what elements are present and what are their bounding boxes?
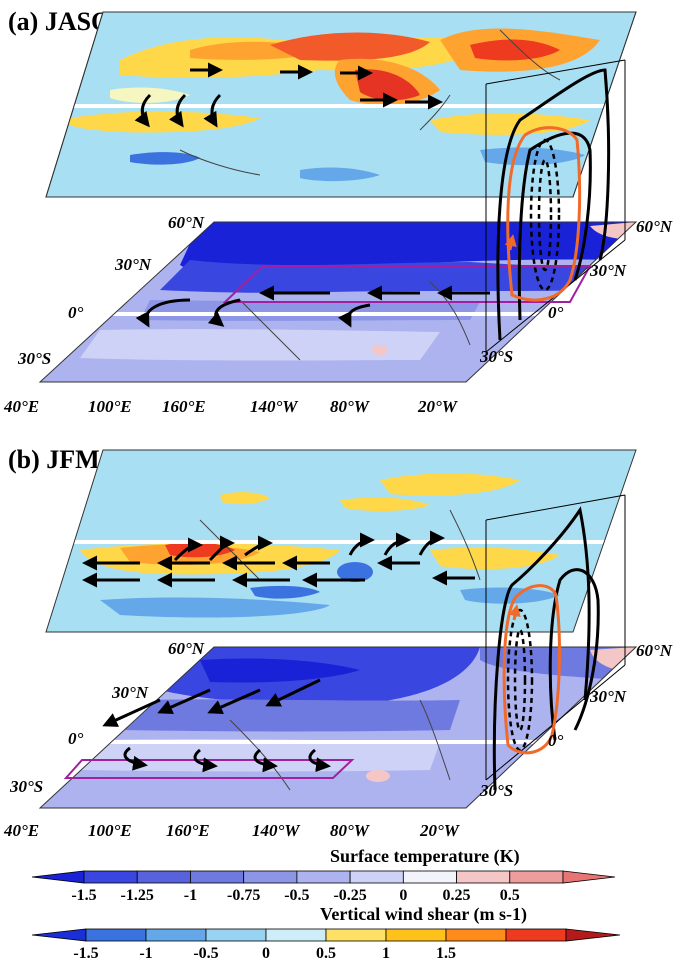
- colorbar-1-swatch: [85, 928, 147, 942]
- panel-b-lon-160e: 160°E: [166, 821, 210, 840]
- colorbar-0-extend-high: [562, 870, 616, 884]
- colorbar-0-swatch: [456, 870, 511, 884]
- colorbar-0-swatch: [402, 870, 457, 884]
- panel-a-rlat-0: 0°: [548, 303, 564, 322]
- colorbar-0-swatch: [509, 870, 564, 884]
- panel-b-lower-map: [38, 494, 638, 809]
- panel-b-lat-0: 0°: [68, 729, 84, 748]
- panel-a-lat-60n: 60°N: [168, 213, 205, 232]
- panel-b-lon-20w: 20°W: [419, 821, 461, 840]
- panel-a-upper-map: [45, 11, 637, 198]
- panel-b-rlat-30s: 30°S: [479, 781, 513, 800]
- colorbar-1-swatch: [145, 928, 207, 942]
- colorbar-0-swatch: [243, 870, 298, 884]
- colorbar-1-tick-label: 1: [382, 945, 390, 962]
- panel-b-lon-80w: 80°W: [330, 821, 371, 840]
- panel-b-rlat-0: 0°: [548, 731, 564, 750]
- colorbar-0-tick-label: 0: [399, 887, 407, 904]
- colorbar-1-extend-low: [31, 928, 87, 942]
- colorbar-1-tick-label: -1: [139, 945, 152, 962]
- colorbar-0-swatch: [190, 870, 245, 884]
- panel-a-lon-20w: 20°W: [417, 397, 459, 416]
- colorbar-1-tick-label: -0.5: [193, 945, 218, 962]
- colorbar-0-tick-label: -0.5: [284, 887, 309, 904]
- colorbar-0-swatch: [136, 870, 191, 884]
- colorbar-wind-shear-ticks: -1.5 -1 -0.5 0 0.5 1 1.5: [73, 945, 456, 962]
- panel-a-lon-160e: 160°E: [162, 397, 206, 416]
- panel-a-lat-0: 0°: [68, 303, 84, 322]
- colorbar-0-tick-label: 0.5: [500, 887, 520, 904]
- panel-a-lon-100e: 100°E: [88, 397, 132, 416]
- colorbar-0-tick-label: -1.25: [121, 887, 154, 904]
- colorbar-sfc-title: Surface temperature (K): [330, 846, 520, 867]
- panel-b-lon-100e: 100°E: [88, 821, 132, 840]
- colorbar-0-tick-label: -0.75: [227, 887, 260, 904]
- colorbar-1-swatch: [385, 928, 447, 942]
- panel-a-lower-map: [38, 59, 638, 383]
- panel-a-rlat-60n: 60°N: [636, 217, 673, 236]
- colorbar-1-swatch: [445, 928, 507, 942]
- colorbar-1-tick-label: 0.5: [316, 945, 336, 962]
- panel-b-rlat-30n: 30°N: [589, 687, 627, 706]
- colorbar-0-tick-label: -1.5: [71, 887, 96, 904]
- panel-b-lat-60n: 60°N: [168, 639, 205, 658]
- panel-a-lat-30n: 30°N: [114, 255, 152, 274]
- colorbar-0-tick-label: -1: [184, 887, 197, 904]
- colorbar-0-extend-low: [31, 870, 85, 884]
- panel-b-lat-30n: 30°N: [111, 683, 149, 702]
- colorbar-1-extend-high: [565, 928, 621, 942]
- colorbar-0-swatch: [349, 870, 404, 884]
- panel-b-upper-map: [45, 449, 637, 633]
- colorbar-1-swatch: [505, 928, 567, 942]
- panel-a-lat-30s: 30°S: [17, 349, 51, 368]
- panel-b-lat-30s: 30°S: [9, 777, 43, 796]
- colorbar-1-tick-label: -1.5: [73, 945, 98, 962]
- colorbar-0-swatch: [296, 870, 351, 884]
- panel-a-title: (a) JASO: [8, 7, 111, 36]
- colorbar-1-swatch: [325, 928, 387, 942]
- panel-b-lon-40e: 40°E: [3, 821, 39, 840]
- colorbar-surface-temperature: [31, 870, 616, 884]
- colorbar-wind-shear: [31, 928, 621, 942]
- panel-a-lon-80w: 80°W: [330, 397, 371, 416]
- panel-b-lon-140w: 140°W: [252, 821, 301, 840]
- colorbar-shear-title: Vertical wind shear (m s-1): [320, 904, 527, 925]
- colorbar-1-tick-label: 1.5: [436, 945, 456, 962]
- panel-a: (a) JASO: [3, 7, 673, 416]
- colorbar-0-tick-label: -0.25: [333, 887, 366, 904]
- colorbar-1-tick-label: 0: [262, 945, 270, 962]
- colorbar-surface-temperature-ticks: -1.5 -1.25 -1 -0.75 -0.5 -0.25 0 0.25 0.5: [71, 887, 519, 904]
- panel-a-rlat-30n: 30°N: [589, 261, 627, 280]
- panel-b-rlat-60n: 60°N: [636, 641, 673, 660]
- panel-a-rlat-30s: 30°S: [479, 347, 513, 366]
- colorbar-0-tick-label: 0.25: [443, 887, 471, 904]
- colorbar-1-swatch: [205, 928, 267, 942]
- panel-a-lon-140w: 140°W: [250, 397, 299, 416]
- colorbar-1-swatch: [265, 928, 327, 942]
- panel-b: (b) JFMA: [3, 445, 673, 840]
- colorbar-0-swatch: [83, 870, 138, 884]
- panel-a-lon-40e: 40°E: [3, 397, 39, 416]
